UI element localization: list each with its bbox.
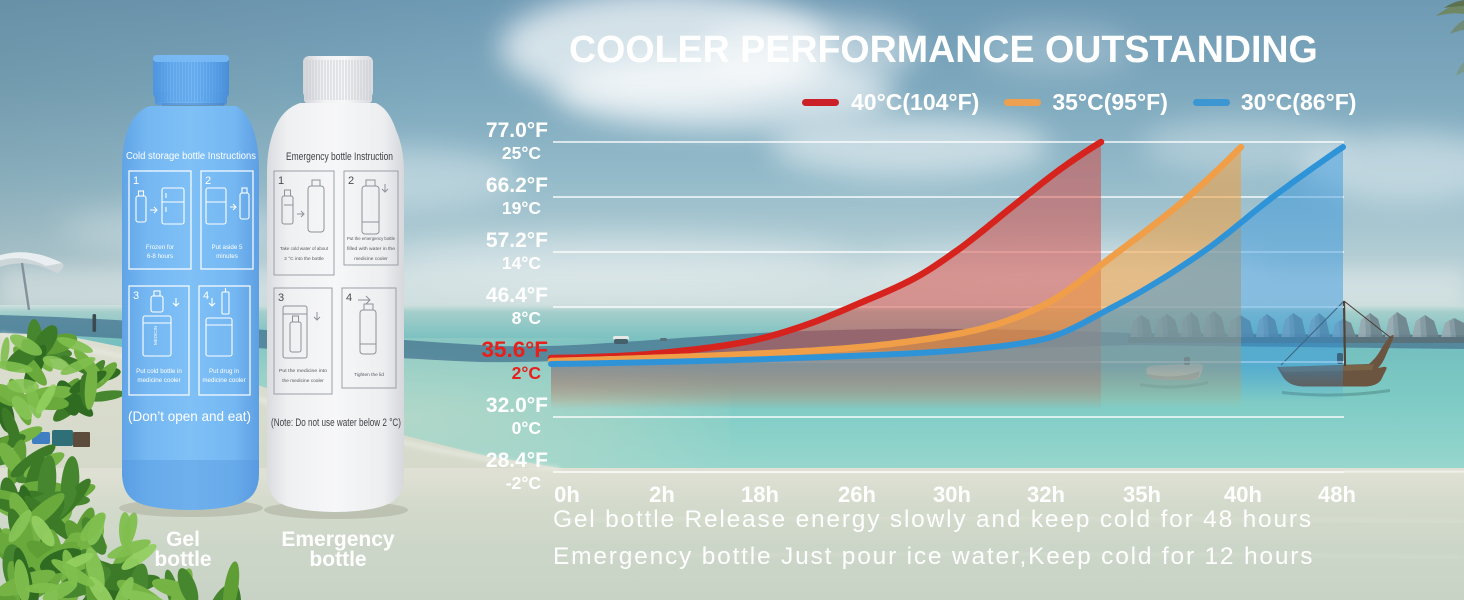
svg-text:(Don’t open and eat): (Don’t open and eat) <box>128 408 251 424</box>
svg-text:1: 1 <box>278 175 284 187</box>
svg-text:2: 2 <box>348 175 354 187</box>
svg-text:3: 3 <box>133 290 139 302</box>
svg-text:Cold storage bottle Instructio: Cold storage bottle Instructions <box>126 150 256 162</box>
svg-text:minutes: minutes <box>216 253 238 260</box>
svg-text:6-8 hours: 6-8 hours <box>147 253 173 260</box>
svg-text:(Note: Do not use water below: (Note: Do not use water below 2 °C) <box>271 417 401 429</box>
svg-text:2: 2 <box>205 175 211 187</box>
svg-text:Put drug in: Put drug in <box>209 368 239 375</box>
svg-text:Put cold bottle in: Put cold bottle in <box>136 368 182 375</box>
svg-text:medicine cooler: medicine cooler <box>354 256 388 262</box>
svg-text:MEDICIN: MEDICIN <box>153 326 158 345</box>
svg-text:filled with water in the: filled with water in the <box>347 246 395 252</box>
svg-text:4: 4 <box>203 290 209 302</box>
svg-text:the medicine cooler: the medicine cooler <box>282 378 324 384</box>
svg-text:Put the medicine into: Put the medicine into <box>279 368 327 374</box>
svg-text:Frozen for: Frozen for <box>146 244 174 251</box>
svg-text:medicine cooler: medicine cooler <box>202 377 245 384</box>
svg-text:Take cold water of about: Take cold water of about <box>280 246 329 252</box>
svg-text:2 °C into the bottle: 2 °C into the bottle <box>284 256 324 262</box>
svg-text:3: 3 <box>278 292 284 304</box>
svg-text:1: 1 <box>133 175 139 187</box>
svg-text:Emergency bottle Instruction: Emergency bottle Instruction <box>286 151 393 163</box>
svg-text:medicine cooler: medicine cooler <box>137 377 180 384</box>
svg-text:Put the emergency bottle: Put the emergency bottle <box>347 236 395 242</box>
svg-text:Put aside 5: Put aside 5 <box>212 244 244 251</box>
svg-text:4: 4 <box>346 292 352 304</box>
svg-text:Tighten the lid: Tighten the lid <box>354 372 384 378</box>
